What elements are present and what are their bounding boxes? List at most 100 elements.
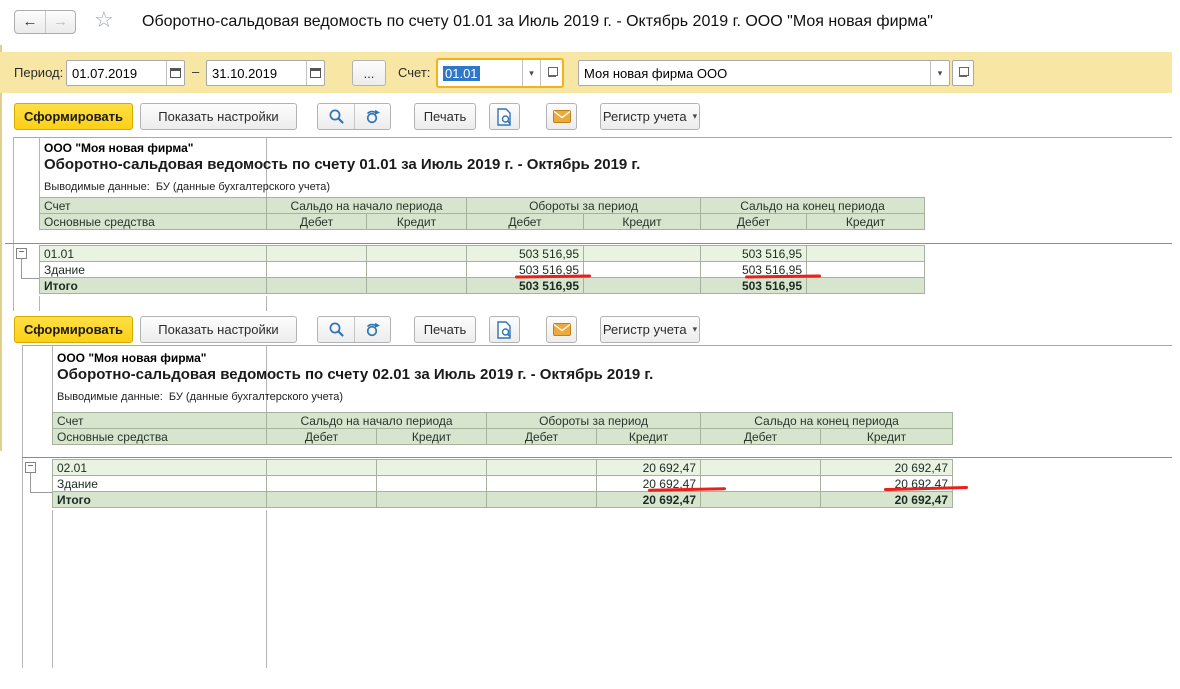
search-button-group <box>317 103 391 130</box>
forward-icon[interactable]: → <box>45 11 75 33</box>
value-cell[interactable] <box>486 459 597 476</box>
value-cell[interactable]: 20 692,47 <box>820 459 953 476</box>
search-icon[interactable] <box>318 317 354 342</box>
value-cell[interactable] <box>700 491 821 508</box>
column-guide-line <box>266 345 267 412</box>
collapse-group-button[interactable]: − <box>16 248 27 259</box>
row-label-cell[interactable]: Итого <box>39 277 267 294</box>
generate-button[interactable]: Сформировать <box>14 103 133 130</box>
value-cell[interactable] <box>266 459 377 476</box>
date-to-input[interactable] <box>207 61 306 85</box>
value-cell[interactable] <box>266 261 367 278</box>
register-menu-label: Регистр учета <box>602 322 687 337</box>
search-next-icon[interactable] <box>354 104 390 129</box>
column-guide-line <box>266 137 267 197</box>
value-cell[interactable] <box>700 459 821 476</box>
register-menu-button[interactable]: Регистр учета ▾ <box>600 316 700 343</box>
account-dropdown-button[interactable]: ▾ <box>522 60 540 86</box>
row-label-cell[interactable]: 02.01 <box>52 459 267 476</box>
value-cell[interactable] <box>366 245 467 262</box>
header-cell: Кредит <box>595 428 702 445</box>
value-cell[interactable]: 503 516,95 <box>700 245 807 262</box>
value-cell[interactable] <box>366 277 467 294</box>
value-cell[interactable] <box>266 277 367 294</box>
value-cell[interactable]: 503 516,95 <box>466 261 584 278</box>
send-email-button[interactable] <box>546 103 577 130</box>
show-settings-button[interactable]: Показать настройки <box>140 316 297 343</box>
search-button-group <box>317 316 391 343</box>
value-cell[interactable] <box>583 277 701 294</box>
value-cell[interactable]: 20 692,47 <box>596 491 701 508</box>
account-input[interactable]: 01.01 <box>438 60 522 86</box>
column-guide-line <box>52 510 53 668</box>
filter-bar: Период: – ... Счет: 01.01 ▾ ▾ <box>0 52 1172 93</box>
period-label: Период: <box>14 65 64 80</box>
value-cell[interactable] <box>583 261 701 278</box>
header-cell: Кредит <box>806 213 926 230</box>
calendar-icon <box>169 68 181 78</box>
register-menu-button[interactable]: Регистр учета ▾ <box>600 103 700 130</box>
value-cell[interactable]: 503 516,95 <box>700 277 807 294</box>
calendar-button[interactable] <box>305 61 324 85</box>
value-cell[interactable]: 20 692,47 <box>820 491 953 508</box>
account-combo-field[interactable]: 01.01 ▾ <box>436 58 564 88</box>
row-label-cell[interactable]: Здание <box>39 261 267 278</box>
value-cell[interactable] <box>376 475 487 492</box>
value-cell[interactable] <box>806 261 925 278</box>
value-cell[interactable] <box>806 245 925 262</box>
show-settings-button[interactable]: Показать настройки <box>140 103 297 130</box>
value-cell[interactable] <box>376 459 487 476</box>
date-to-field[interactable] <box>206 60 325 86</box>
header-cell: Дебет <box>266 428 377 445</box>
print-preview-button[interactable] <box>489 103 520 130</box>
value-cell[interactable] <box>583 245 701 262</box>
table-row: Здание 503 516,95 503 516,95 <box>39 261 925 278</box>
account-open-button[interactable] <box>540 60 562 86</box>
header-cell: Сальдо на начало периода <box>266 412 487 429</box>
value-cell[interactable] <box>266 475 377 492</box>
value-cell[interactable]: 503 516,95 <box>466 277 584 294</box>
header-cell: Дебет <box>486 428 597 445</box>
back-icon[interactable]: ← <box>22 13 38 30</box>
value-cell[interactable]: 503 516,95 <box>466 245 584 262</box>
table-row: 02.01 20 692,47 20 692,47 <box>52 459 953 476</box>
value-cell[interactable] <box>366 261 467 278</box>
value-cell[interactable] <box>486 491 597 508</box>
register-menu-label: Регистр учета <box>602 109 687 124</box>
report-title: Оборотно-сальдовая ведомость по счету 01… <box>44 156 641 173</box>
window-title: Оборотно-сальдовая ведомость по счету 01… <box>142 13 933 30</box>
row-label-cell[interactable]: 01.01 <box>39 245 267 262</box>
send-email-button[interactable] <box>546 316 577 343</box>
column-guide-line <box>266 510 267 668</box>
value-cell[interactable] <box>266 245 367 262</box>
row-label-cell[interactable]: Здание <box>52 475 267 492</box>
generate-button[interactable]: Сформировать <box>14 316 133 343</box>
header-cell: Сальдо на конец периода <box>700 412 954 429</box>
search-next-icon[interactable] <box>354 317 390 342</box>
organization-open-button[interactable] <box>952 60 974 86</box>
organization-field[interactable]: ▾ <box>578 60 950 86</box>
value-cell[interactable] <box>486 475 597 492</box>
date-from-field[interactable] <box>66 60 185 86</box>
value-cell[interactable] <box>266 491 377 508</box>
calendar-button[interactable] <box>165 61 184 85</box>
period-more-button[interactable]: ... <box>352 60 386 86</box>
value-cell[interactable]: 20 692,47 <box>596 459 701 476</box>
collapse-group-button[interactable]: − <box>25 462 36 473</box>
grouping-gutter-line <box>22 345 23 668</box>
print-button[interactable]: Печать <box>414 316 476 343</box>
print-preview-button[interactable] <box>489 316 520 343</box>
value-cell[interactable] <box>376 491 487 508</box>
search-icon[interactable] <box>318 104 354 129</box>
organization-dropdown-button[interactable]: ▾ <box>930 61 949 85</box>
favorite-star-icon[interactable]: ☆ <box>94 7 114 32</box>
value-cell[interactable] <box>806 277 925 294</box>
row-label-cell[interactable]: Итого <box>52 491 267 508</box>
organization-input[interactable] <box>579 61 930 85</box>
date-from-input[interactable] <box>67 61 166 85</box>
header-cell: Дебет <box>466 213 584 230</box>
value-cell[interactable] <box>700 475 821 492</box>
report-area-top-line <box>22 345 1172 346</box>
print-button[interactable]: Печать <box>414 103 476 130</box>
